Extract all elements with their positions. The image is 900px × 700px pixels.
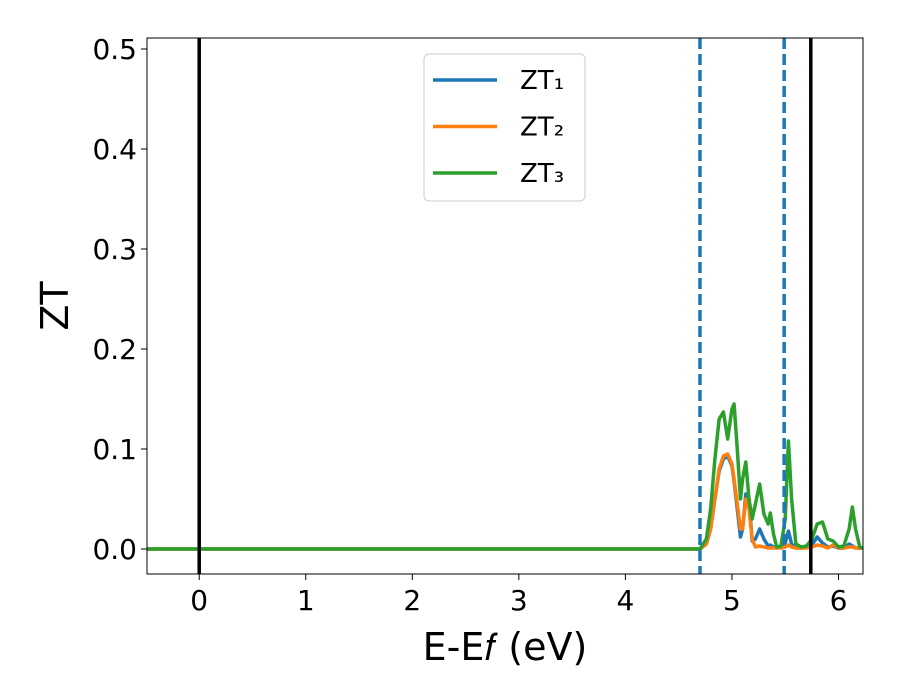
y-tick-label: 0.4 (92, 133, 137, 166)
x-tick-label: 0 (190, 584, 208, 617)
x-tick-label: 5 (723, 584, 741, 617)
x-tick-label: 4 (616, 584, 634, 617)
y-tick-label: 0.3 (92, 233, 137, 266)
y-tick-label: 0.1 (92, 433, 137, 466)
x-tick-label: 2 (403, 584, 421, 617)
y-axis-label: ZT (33, 281, 77, 331)
plot-area (147, 38, 863, 574)
y-tick-label: 0.2 (92, 333, 137, 366)
data-line (147, 402, 863, 551)
legend-label: ZT₂ (520, 113, 564, 143)
y-tick-label: 0.5 (92, 33, 137, 66)
x-tick-label: 6 (830, 584, 848, 617)
legend-frame (423, 53, 586, 202)
data-line (147, 452, 863, 551)
axes-frame (146, 37, 864, 575)
y-tick-label: 0.0 (92, 533, 137, 566)
x-axis-label: E-E𝑓 (eV) (423, 625, 588, 669)
x-tick-label: 1 (297, 584, 315, 617)
legend-label: ZT₃ (520, 159, 564, 189)
x-tick-label: 3 (510, 584, 528, 617)
legend: ZT₁ ZT₂ ZT₃ (423, 53, 586, 202)
legend-label: ZT₁ (520, 66, 564, 96)
